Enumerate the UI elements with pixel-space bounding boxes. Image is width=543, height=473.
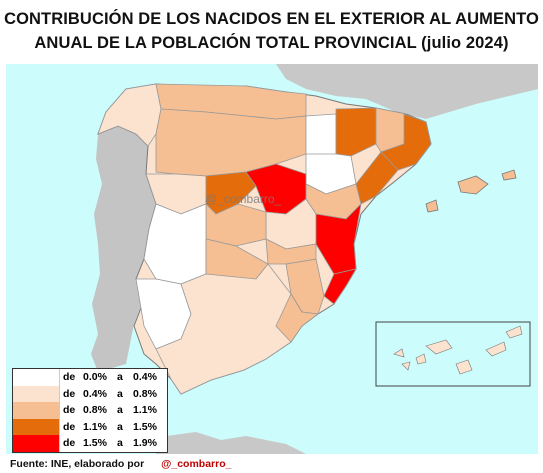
- legend-to-1: 0.4%: [133, 371, 157, 384]
- legend-row-3: de 0.8% a 1.1%: [13, 402, 167, 419]
- island-fuerteventura: [485, 341, 507, 357]
- legend-a-3: a: [117, 404, 123, 417]
- africa-landmass: [156, 432, 306, 454]
- island-el-hierro: [401, 361, 411, 371]
- legend-row-5: de 1.5% a 1.9%: [13, 435, 167, 452]
- legend-de-4: de: [63, 420, 76, 433]
- island-la-palma: [393, 348, 405, 358]
- map-title-line-2: ANUAL DE LA POBLACIÓN TOTAL PROVINCIAL (…: [34, 34, 509, 52]
- legend-from-4: 1.1%: [83, 420, 107, 433]
- legend-de-1: de: [63, 371, 76, 384]
- legend-to-5: 1.9%: [133, 437, 157, 450]
- region-valencia: [315, 202, 362, 275]
- legend-a-5: a: [117, 437, 123, 450]
- legend-de-2: de: [63, 387, 76, 400]
- legend-de-5: de: [63, 437, 76, 450]
- legend-row-2: de 0.4% a 0.8%: [13, 385, 167, 402]
- legend-swatch-5: [13, 435, 60, 452]
- legend-from-2: 0.4%: [83, 387, 107, 400]
- island-menorca: [501, 169, 517, 181]
- portugal-landmass: [91, 126, 156, 372]
- island-lanzarote: [505, 325, 523, 339]
- island-gomera: [415, 353, 427, 365]
- legend-row-1: de 0.0% a 0.4%: [13, 369, 167, 386]
- legend-swatch-1: [13, 369, 60, 386]
- legend-a-4: a: [117, 420, 123, 433]
- island-ibiza: [425, 199, 439, 213]
- legend-to-2: 0.8%: [133, 387, 157, 400]
- source-note: Fuente: INE, elaborado por @_combarro_: [10, 458, 231, 470]
- legend-a-2: a: [117, 387, 123, 400]
- legend-from-1: 0.0%: [83, 371, 107, 384]
- legend-de-3: de: [63, 404, 76, 417]
- region-almeria: [275, 293, 320, 343]
- island-mallorca: [457, 175, 489, 195]
- region-barcelona: [380, 113, 432, 171]
- legend-swatch-3: [13, 402, 60, 419]
- source-handle: @_combarro_: [161, 458, 232, 470]
- region-extremadura: [143, 203, 207, 285]
- legend-to-3: 1.1%: [133, 404, 157, 417]
- region-galicia: [97, 83, 162, 147]
- region-andalusia-east: [155, 263, 303, 395]
- legend-swatch-4: [13, 418, 60, 435]
- legend-from-5: 1.5%: [83, 437, 107, 450]
- legend-from-3: 0.8%: [83, 404, 107, 417]
- legend-to-4: 1.5%: [133, 420, 157, 433]
- watermark: @_combarro_: [205, 192, 282, 206]
- legend-row-4: de 1.1% a 1.5%: [13, 418, 167, 435]
- source-label: Fuente: INE, elaborado por: [10, 458, 145, 470]
- region-alicante: [323, 268, 357, 305]
- region-huesca: [335, 107, 377, 157]
- legend: de 0.0% a 0.4% de 0.4% a 0.8% de 0.8% a …: [12, 368, 168, 453]
- france-landmass: [276, 64, 538, 119]
- legend-swatch-2: [13, 385, 60, 402]
- island-tenerife: [425, 339, 453, 355]
- island-gran-canaria: [455, 359, 473, 375]
- legend-a-1: a: [117, 371, 123, 384]
- map-title-line-1: CONTRIBUCIÓN DE LOS NACIDOS EN EL EXTERI…: [4, 10, 539, 28]
